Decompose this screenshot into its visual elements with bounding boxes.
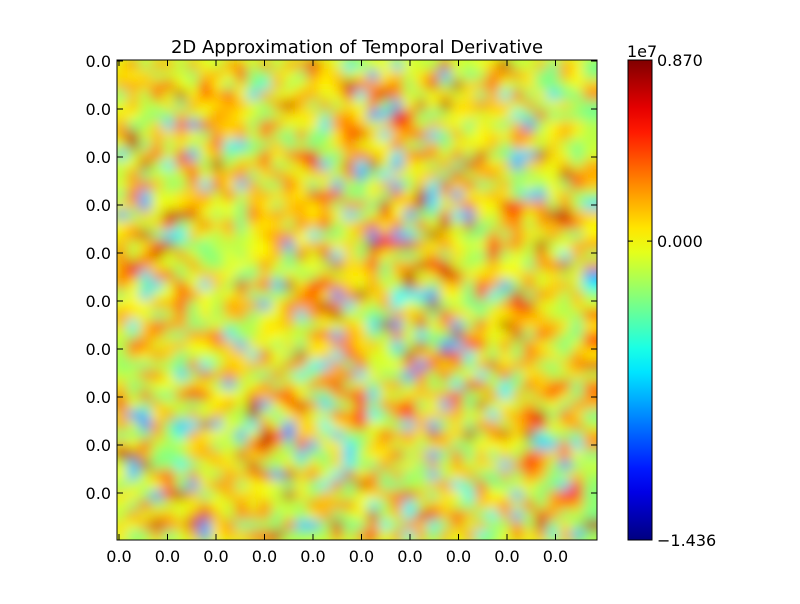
heatmap-field (117, 60, 597, 540)
heatmap-cell (583, 240, 597, 251)
heatmap-cell (583, 380, 597, 391)
heatmap-cell (583, 160, 597, 171)
heatmap-cell (583, 140, 597, 151)
x-axis: 0.0 0.0 0.0 0.0 0.0 0.0 0.0 0.0 0.0 0.0 (106, 60, 568, 566)
heatmap-cell (583, 60, 597, 71)
y-tick-label: 0.0 (86, 484, 111, 503)
heatmap-cell (583, 420, 597, 431)
x-tick-label: 0.0 (106, 547, 131, 566)
heatmap-cell (583, 130, 597, 141)
y-tick-label: 0.0 (86, 292, 111, 311)
y-axis: 0.0 0.0 0.0 0.0 0.0 0.0 0.0 0.0 0.0 0.0 (86, 52, 597, 503)
heatmap-cell (583, 230, 597, 241)
heatmap-cell (583, 360, 597, 371)
heatmap-cell (583, 120, 597, 131)
heatmap-cell (583, 70, 597, 81)
heatmap-cell (583, 480, 597, 491)
heatmap-cell (583, 450, 597, 461)
heatmap-cell (583, 270, 597, 281)
colorbar-tick-label: 0.870 (657, 51, 703, 70)
heatmap-cell (583, 310, 597, 321)
heatmap-cell (583, 300, 597, 311)
heatmap-cell (583, 190, 597, 201)
x-tick-label: 0.0 (397, 547, 422, 566)
plot-frame (116, 59, 598, 541)
x-tick-label: 0.0 (252, 547, 277, 566)
y-tick-label: 0.0 (86, 388, 111, 407)
heatmap-cell (583, 320, 597, 331)
x-tick-label: 0.0 (203, 547, 228, 566)
x-tick-label: 0.0 (543, 547, 568, 566)
heatmap-cell (583, 440, 597, 451)
colorbar (627, 59, 653, 541)
heatmap-cell (583, 390, 597, 401)
heatmap-cell (583, 100, 597, 111)
x-tick-label: 0.0 (446, 547, 471, 566)
x-tick-label: 0.0 (155, 547, 180, 566)
heatmap-cell (583, 220, 597, 231)
y-tick-label: 0.0 (86, 100, 111, 119)
heatmap-cell (583, 280, 597, 291)
y-tick-label: 0.0 (86, 196, 111, 215)
heatmap-cell (583, 290, 597, 301)
heatmap-cell (583, 210, 597, 221)
heatmap-cell (583, 90, 597, 101)
x-tick-label: 0.0 (300, 547, 325, 566)
heatmap-cell (583, 460, 597, 471)
heatmap-cell (583, 260, 597, 271)
colorbar-tick-label: 0.000 (657, 232, 703, 251)
x-tick-label: 0.0 (494, 547, 519, 566)
heatmap-cell (583, 370, 597, 381)
y-tick-label: 0.0 (86, 244, 111, 263)
heatmap-cell (583, 400, 597, 411)
y-tick-label: 0.0 (86, 340, 111, 359)
y-tick-label: 0.0 (86, 148, 111, 167)
colorbar-tick-label: −1.436 (657, 531, 716, 550)
heatmap-cell (583, 510, 597, 521)
chart-title: 2D Approximation of Temporal Derivative (171, 37, 543, 58)
y-tick-label: 0.0 (86, 436, 111, 455)
heatmap-cell (583, 350, 597, 361)
x-tick-label: 0.0 (349, 547, 374, 566)
y-tick-label: 0.0 (86, 52, 111, 71)
heatmap-cell (583, 530, 597, 540)
colorbar-exponent-label: 1e7 (627, 42, 657, 61)
heatmap-cell (583, 470, 597, 481)
heatmap-cell (583, 490, 597, 501)
heatmap-cell (583, 110, 597, 121)
heatmap-cell (583, 150, 597, 161)
heatmap-cell (583, 250, 597, 261)
heatmap-cell (583, 180, 597, 191)
colorbar-ticks: 0.870 0.000 −1.436 (628, 51, 716, 550)
heatmap-cell (583, 330, 597, 341)
heatmap-cell (583, 520, 597, 531)
heatmap-cell (583, 200, 597, 211)
heatmap-cell (583, 340, 597, 351)
heatmap-cell (583, 500, 597, 511)
heatmap-cell (583, 410, 597, 421)
heatmap-cell (583, 430, 597, 441)
heatmap-cell (583, 170, 597, 181)
heatmap-cell (583, 80, 597, 91)
